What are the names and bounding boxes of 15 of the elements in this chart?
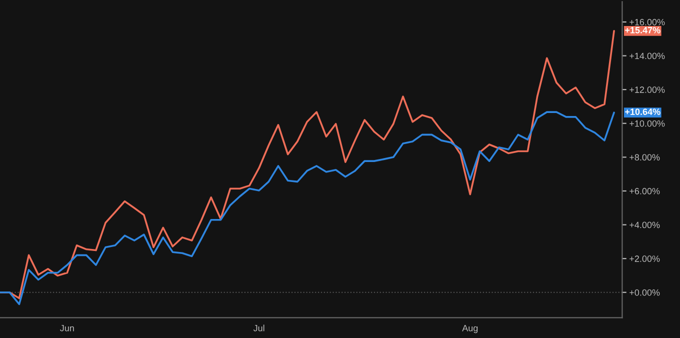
y-tick-label: +2.00% — [630, 256, 660, 262]
y-tick-label: +8.00% — [630, 154, 660, 161]
y-tick-label: +0.00% — [630, 289, 660, 296]
y-tick-label: +12.00% — [630, 86, 665, 93]
x-tick-label: Jul — [253, 324, 264, 332]
y-tick-label: +4.00% — [630, 222, 660, 228]
y-tick-label: +14.00% — [630, 52, 665, 60]
data-label: +10.64% — [625, 108, 660, 115]
line-series — [0, 111, 615, 306]
data-label: +15.47% — [625, 26, 660, 34]
x-tick-label: Jun — [60, 324, 74, 332]
y-tick-label: +16.00% — [630, 18, 665, 26]
x-tick-label: Aug — [462, 324, 478, 334]
y-tick-label: +10.00% — [630, 120, 665, 127]
y-tick-label: +6.00% — [630, 188, 660, 194]
